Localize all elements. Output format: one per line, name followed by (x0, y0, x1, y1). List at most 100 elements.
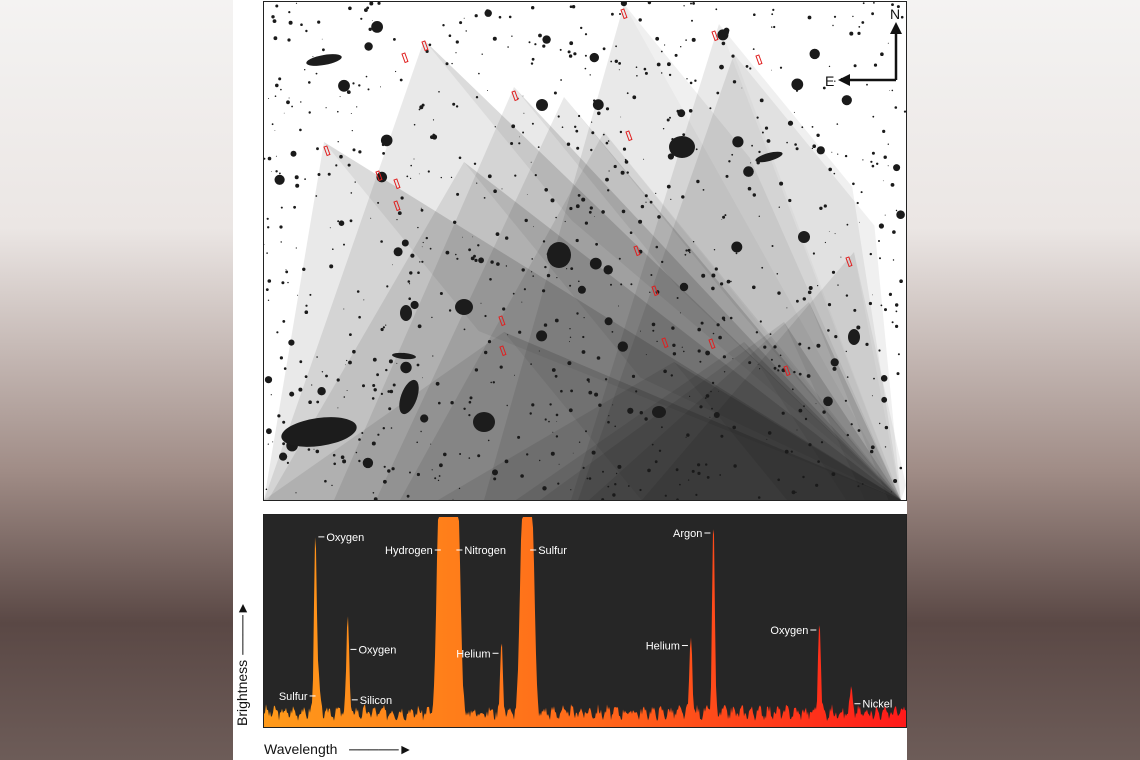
line-label-text: Sulfur (538, 545, 567, 557)
galaxy (552, 431, 554, 433)
galaxy (722, 355, 726, 359)
galaxy (557, 115, 560, 118)
galaxy (771, 245, 774, 247)
galaxy (624, 160, 629, 164)
galaxy (658, 449, 662, 452)
galaxy (697, 463, 701, 467)
galaxy (706, 476, 710, 479)
galaxy (352, 82, 355, 85)
galaxy (360, 17, 363, 20)
galaxy (566, 268, 568, 270)
galaxy (544, 418, 547, 421)
galaxy (294, 175, 299, 180)
exposure-wedge (264, 332, 901, 500)
galaxy (337, 110, 339, 113)
galaxy (705, 394, 710, 398)
line-label-silicon: Silicon (351, 695, 392, 707)
galaxy (640, 330, 641, 332)
galaxy (507, 46, 509, 48)
galaxy (801, 126, 804, 129)
galaxy (526, 194, 528, 196)
galaxy (419, 261, 421, 263)
galaxy (670, 198, 672, 200)
galaxy (428, 43, 432, 47)
galaxy (304, 178, 306, 181)
line-label-oxygen: Oxygen (350, 644, 396, 656)
galaxy (308, 400, 312, 405)
galaxy (569, 5, 573, 8)
compass-north-label: N (890, 6, 900, 22)
galaxy (650, 274, 653, 276)
galaxy (410, 253, 415, 258)
galaxy (312, 56, 314, 58)
galaxy (387, 390, 391, 393)
line-label-sulfur: Sulfur (530, 545, 567, 557)
galaxy (798, 408, 803, 413)
galaxy (691, 37, 696, 42)
galaxy (759, 320, 762, 323)
galaxy (492, 36, 497, 41)
galaxy (419, 105, 424, 110)
galaxy (358, 150, 362, 154)
galaxy (635, 66, 638, 68)
galaxy (588, 390, 593, 395)
galaxy (539, 459, 541, 462)
galaxy (720, 282, 724, 286)
galaxy (865, 342, 869, 346)
galaxy (308, 111, 311, 114)
galaxy (373, 388, 377, 392)
galaxy (470, 256, 475, 261)
exposure-wedge (376, 97, 901, 500)
galaxy (811, 126, 814, 128)
galaxy (266, 217, 269, 220)
galaxy (883, 155, 887, 159)
galaxy (348, 360, 352, 365)
galaxy (887, 165, 889, 167)
galaxy (605, 141, 609, 145)
galaxy (827, 303, 832, 307)
galaxy (532, 275, 534, 277)
galaxy (337, 141, 339, 143)
galaxy (718, 335, 722, 340)
galaxy (823, 204, 827, 208)
galaxy (766, 438, 768, 440)
galaxy (584, 67, 587, 70)
galaxy (654, 460, 658, 464)
galaxy (531, 271, 533, 273)
galaxy (666, 184, 671, 189)
galaxy (434, 477, 437, 480)
galaxy (455, 299, 473, 315)
galaxy (582, 466, 585, 469)
galaxy (417, 226, 419, 229)
galaxy (786, 307, 788, 309)
galaxy (550, 198, 555, 203)
galaxy (372, 384, 376, 387)
galaxy (317, 173, 321, 176)
galaxy (833, 172, 836, 175)
galaxy (477, 454, 481, 458)
galaxy (333, 462, 336, 466)
galaxy (699, 360, 702, 363)
galaxy (371, 20, 373, 21)
galaxy (526, 453, 529, 456)
galaxy (572, 452, 574, 454)
line-label-text: Nitrogen (464, 545, 506, 557)
galaxy (408, 297, 411, 301)
galaxy (816, 343, 821, 348)
galaxy (425, 236, 428, 240)
galaxy (870, 449, 874, 454)
galaxy (364, 42, 373, 51)
galaxy (427, 170, 430, 173)
galaxy (777, 291, 781, 295)
galaxy (721, 219, 723, 220)
galaxy (413, 123, 416, 126)
galaxy (490, 260, 494, 264)
galaxy (705, 463, 708, 466)
galaxy (506, 404, 508, 407)
galaxy (722, 215, 726, 219)
galaxy (858, 26, 861, 28)
galaxy (869, 252, 872, 256)
galaxy (753, 13, 756, 16)
slit-marker (620, 8, 628, 20)
galaxy (651, 443, 654, 446)
